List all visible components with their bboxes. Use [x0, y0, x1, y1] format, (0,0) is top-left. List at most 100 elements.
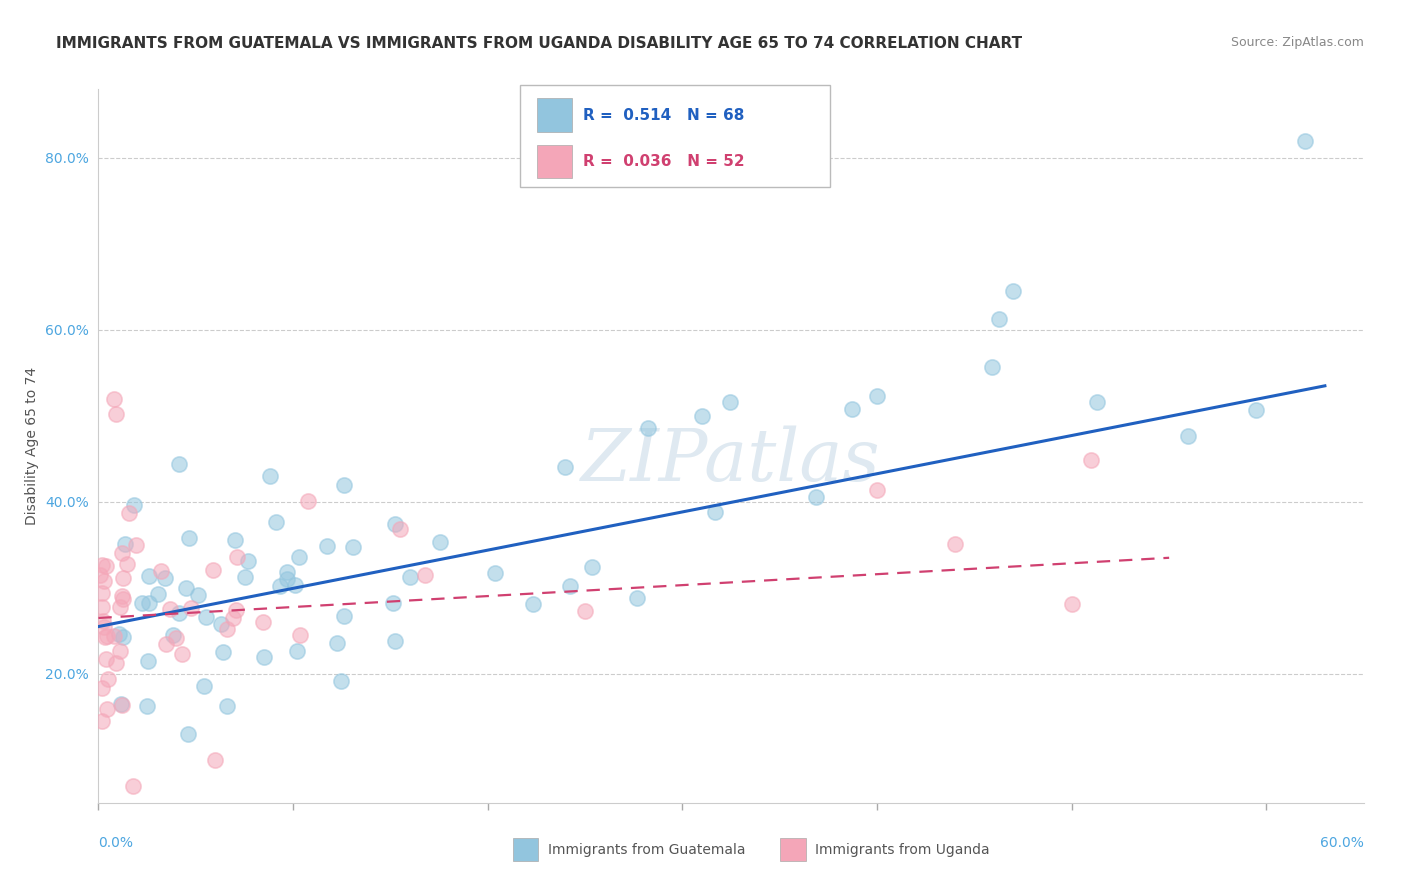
Text: ZIPatlas: ZIPatlas [581, 425, 882, 496]
Point [212, 645, 235, 659]
Point [943, 537, 966, 551]
Point [177, 727, 200, 741]
Point [315, 539, 337, 553]
Point [170, 647, 193, 661]
Point [125, 538, 148, 552]
Point [384, 634, 406, 648]
Point [111, 546, 134, 560]
Point [342, 540, 364, 554]
Point [111, 589, 134, 603]
Point [522, 597, 544, 611]
Text: Source: ZipAtlas.com: Source: ZipAtlas.com [1230, 36, 1364, 49]
Point [204, 753, 226, 767]
Point [384, 517, 406, 532]
Point [165, 631, 187, 645]
Point [1060, 597, 1083, 611]
Y-axis label: Disability Age 65 to 74: Disability Age 65 to 74 [25, 367, 39, 525]
Point [93, 630, 115, 644]
Text: R =  0.514   N = 68: R = 0.514 N = 68 [583, 108, 745, 122]
Point [89, 568, 111, 582]
Point [415, 567, 437, 582]
Point [162, 628, 184, 642]
Point [276, 572, 298, 586]
Point [637, 421, 659, 435]
Point [429, 535, 451, 549]
Point [259, 469, 281, 483]
Point [108, 627, 131, 641]
Point [112, 630, 135, 644]
Point [155, 571, 177, 585]
Point [131, 596, 153, 610]
Point [718, 395, 741, 409]
Point [195, 609, 218, 624]
Point [91, 614, 114, 628]
Point [804, 490, 827, 504]
Point [1080, 452, 1102, 467]
Point [987, 312, 1010, 326]
Point [124, 499, 146, 513]
Point [96, 652, 118, 666]
Point [1177, 429, 1199, 443]
Point [284, 578, 307, 592]
Point [201, 563, 224, 577]
Point [866, 388, 889, 402]
Point [90, 558, 112, 573]
Point [103, 392, 125, 406]
Point [574, 604, 596, 618]
Point [149, 564, 172, 578]
Point [225, 549, 247, 564]
Point [91, 600, 114, 615]
Point [325, 636, 347, 650]
Text: Immigrants from Uganda: Immigrants from Uganda [815, 843, 990, 856]
Text: IMMIGRANTS FROM GUATEMALA VS IMMIGRANTS FROM UGANDA DISABILITY AGE 65 TO 74 CORR: IMMIGRANTS FROM GUATEMALA VS IMMIGRANTS … [56, 36, 1022, 51]
Point [110, 698, 132, 712]
Point [112, 591, 135, 606]
Point [118, 506, 141, 520]
Point [224, 533, 246, 548]
Point [690, 409, 713, 423]
Point [187, 589, 209, 603]
Point [581, 559, 603, 574]
Point [136, 699, 159, 714]
Point [1085, 394, 1108, 409]
Point [108, 644, 131, 658]
Point [115, 557, 138, 571]
Text: 0.0%: 0.0% [98, 836, 134, 850]
Point [91, 681, 114, 695]
Point [159, 602, 181, 616]
Point [112, 571, 135, 585]
Point [235, 570, 257, 584]
Point [252, 615, 274, 630]
Point [174, 581, 197, 595]
Point [97, 673, 120, 687]
Point [136, 654, 159, 668]
Point [94, 558, 117, 573]
Point [177, 531, 200, 545]
Point [138, 596, 160, 610]
Point [285, 644, 308, 658]
Point [138, 568, 160, 582]
Point [146, 587, 169, 601]
Point [264, 515, 287, 529]
Point [90, 585, 112, 599]
Point [155, 637, 177, 651]
Point [225, 603, 247, 617]
Point [193, 680, 215, 694]
Point [626, 591, 648, 605]
Point [215, 698, 238, 713]
Point [484, 566, 506, 580]
Point [110, 698, 132, 712]
Point [209, 616, 232, 631]
Text: R =  0.036   N = 52: R = 0.036 N = 52 [583, 154, 745, 169]
Point [866, 483, 889, 497]
Point [558, 579, 581, 593]
Point [333, 609, 356, 624]
Point [103, 629, 125, 643]
Point [180, 600, 202, 615]
Point [1294, 134, 1316, 148]
Point [217, 622, 239, 636]
Point [167, 606, 190, 620]
Point [114, 537, 136, 551]
Point [108, 599, 131, 614]
Point [238, 554, 260, 568]
